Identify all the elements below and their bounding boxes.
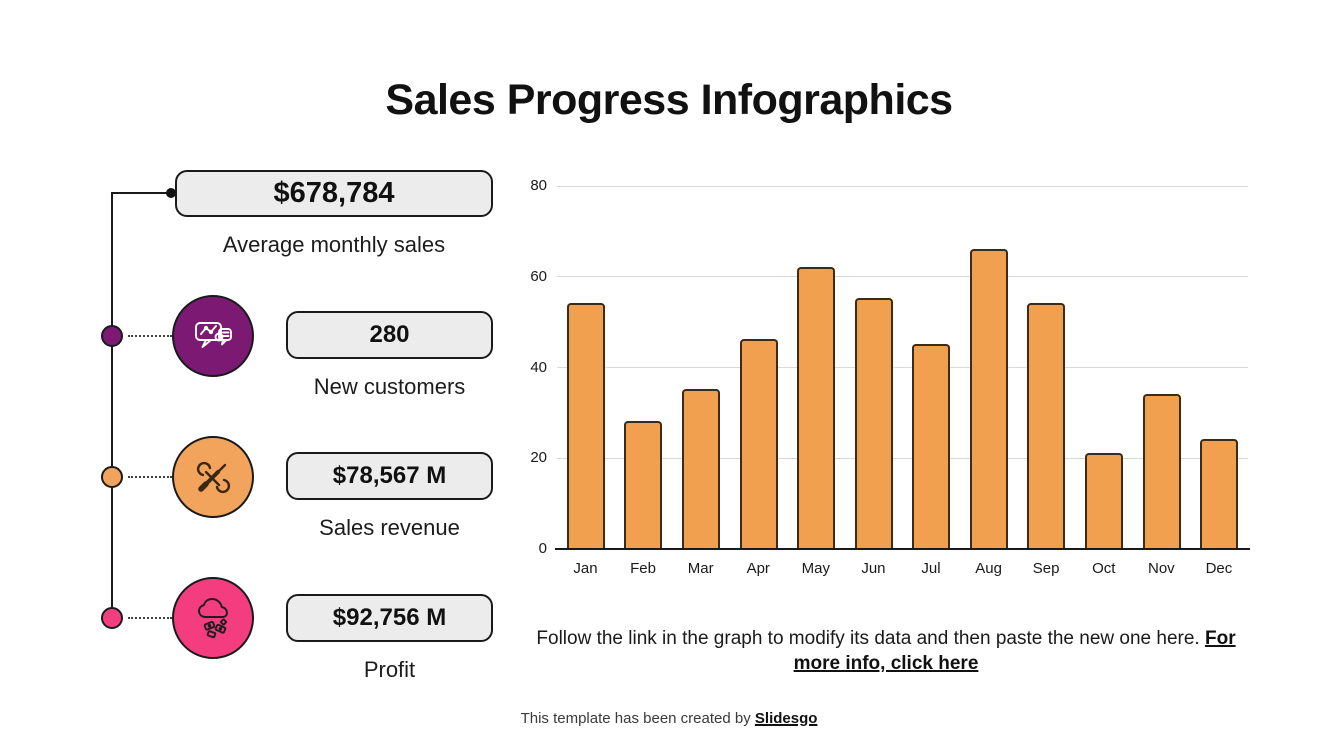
stat-box-new-customers: 280 [286,311,493,359]
chart-x-tick-label: Sep [1032,560,1060,577]
chart-y-tick-label: 0 [538,540,547,557]
stat-value: $678,784 [273,177,395,209]
chart-x-axis [555,548,1250,550]
bar-mar [681,389,720,548]
chart-y-tick-label: 60 [530,267,547,285]
bar-jan [566,302,605,548]
chart-x-tick-label: Feb [630,560,656,577]
timeline-connector-dot [166,188,176,198]
stat-label-profit: Profit [363,657,416,682]
dotted-connector-2 [128,476,172,478]
bar-dec [1200,439,1239,548]
chart-y-tick-label: 40 [530,358,547,376]
stat-value: $92,756 M [332,604,447,631]
chart-gridline [557,276,1248,278]
timeline-dot-purple [101,325,123,347]
chart-gridline [557,367,1248,368]
bar-oct [1085,452,1124,548]
slidesgo-link[interactable]: Slidesgo [754,710,818,727]
stat-label-sales-revenue: Sales revenue [319,515,460,540]
stat-box-sales-revenue: $78,567 M [286,452,493,500]
stat-box-average-monthly-sales: $678,784 [175,170,493,217]
chart-x-tick-label: Nov [1147,560,1175,577]
chart-x-tick-label: Jan [573,560,598,577]
chart-x-tick-label: Oct [1092,560,1116,577]
new-customers-icon-circle [172,295,254,377]
bar-jul [912,343,951,548]
bar-jun [854,298,893,548]
chart-y-tick-label: 20 [530,449,547,467]
chart-y-tick-label: 80 [530,177,547,194]
footer-credit: This template has been created by Slides… [0,710,1338,727]
chart-x-tick-label: Jun [861,560,886,577]
timeline-dot-pink [101,607,123,629]
page-title: Sales Progress Infographics [385,76,953,124]
monthly-sales-bar-chart: 0 20 40 60 80 Jan Feb Mar Apr May Jun Jul Aug Sep Oct N… [530,177,1250,577]
stat-label-new-customers: New customers [313,374,466,399]
chart-gridline [557,457,1248,459]
chart-x-tick-label: Aug [975,560,1002,577]
profit-icon-circle [172,577,254,659]
timeline-line [111,192,113,619]
chart-x-tick-label: Dec [1205,560,1233,577]
chart-x-tick-label: Jul [921,560,941,577]
tools-icon [189,453,237,501]
bar-may [797,266,836,548]
chat-analytics-icon [189,312,237,360]
chart-x-tick-label: Apr [746,560,770,577]
stat-value: 280 [369,321,410,348]
chart-note: Follow the link in the graph to modify i… [520,626,1252,676]
stat-label-average-monthly-sales: Average monthly sales [222,232,446,257]
chart-gridline [557,185,1248,187]
stat-value: $78,567 M [332,462,447,489]
money-rain-cloud-icon [189,594,237,642]
bar-sep [1027,302,1066,548]
stat-box-profit: $92,756 M [286,594,493,642]
footer-text: This template has been created by [520,710,751,727]
chart-x-tick-label: Mar [687,560,714,577]
timeline-dot-orange [101,466,123,488]
bar-nov [1142,393,1181,548]
dotted-connector-1 [128,335,172,337]
timeline-connector-top [111,192,173,194]
bar-apr [739,339,778,548]
dotted-connector-3 [128,617,172,619]
note-text: Follow the link in the graph to modify i… [536,628,1200,649]
bar-aug [969,248,1008,548]
chart-x-tick-label: May [801,560,830,577]
sales-revenue-icon-circle [172,436,254,518]
more-info-link[interactable]: For more info, click here [793,628,1236,675]
bar-feb [624,420,663,548]
